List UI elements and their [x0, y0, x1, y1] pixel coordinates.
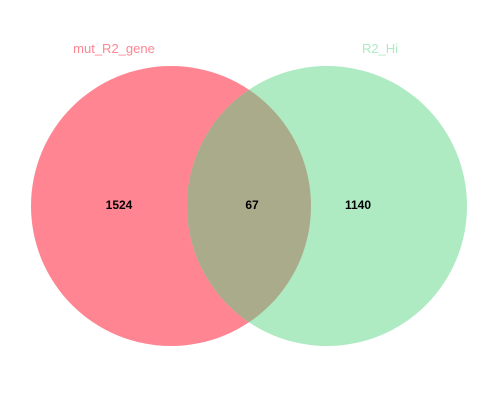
count-intersection: 67	[245, 198, 259, 212]
count-right-only: 1140	[345, 198, 371, 212]
count-left-only: 1524	[106, 198, 133, 212]
set-label-r2-hi: R2_Hi	[362, 41, 398, 56]
set-label-mut-r2-gene: mut_R2_gene	[73, 41, 155, 56]
intersection-region	[187, 66, 311, 346]
